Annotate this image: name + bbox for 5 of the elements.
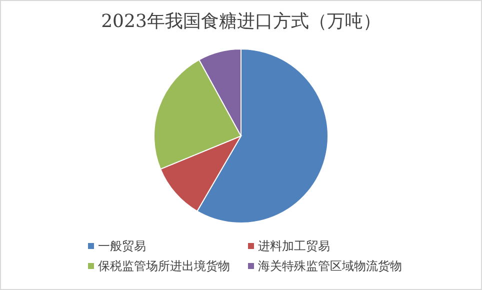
- chart-title: 2023年我国食糖进口方式（万吨）: [101, 11, 381, 32]
- legend-label: 保税监管场所进出境货物: [98, 259, 230, 273]
- legend-label: 一般贸易: [98, 239, 146, 253]
- legend-label: 进料加工贸易: [258, 239, 330, 253]
- legend-label: 海关特殊监管区域物流货物: [258, 259, 402, 273]
